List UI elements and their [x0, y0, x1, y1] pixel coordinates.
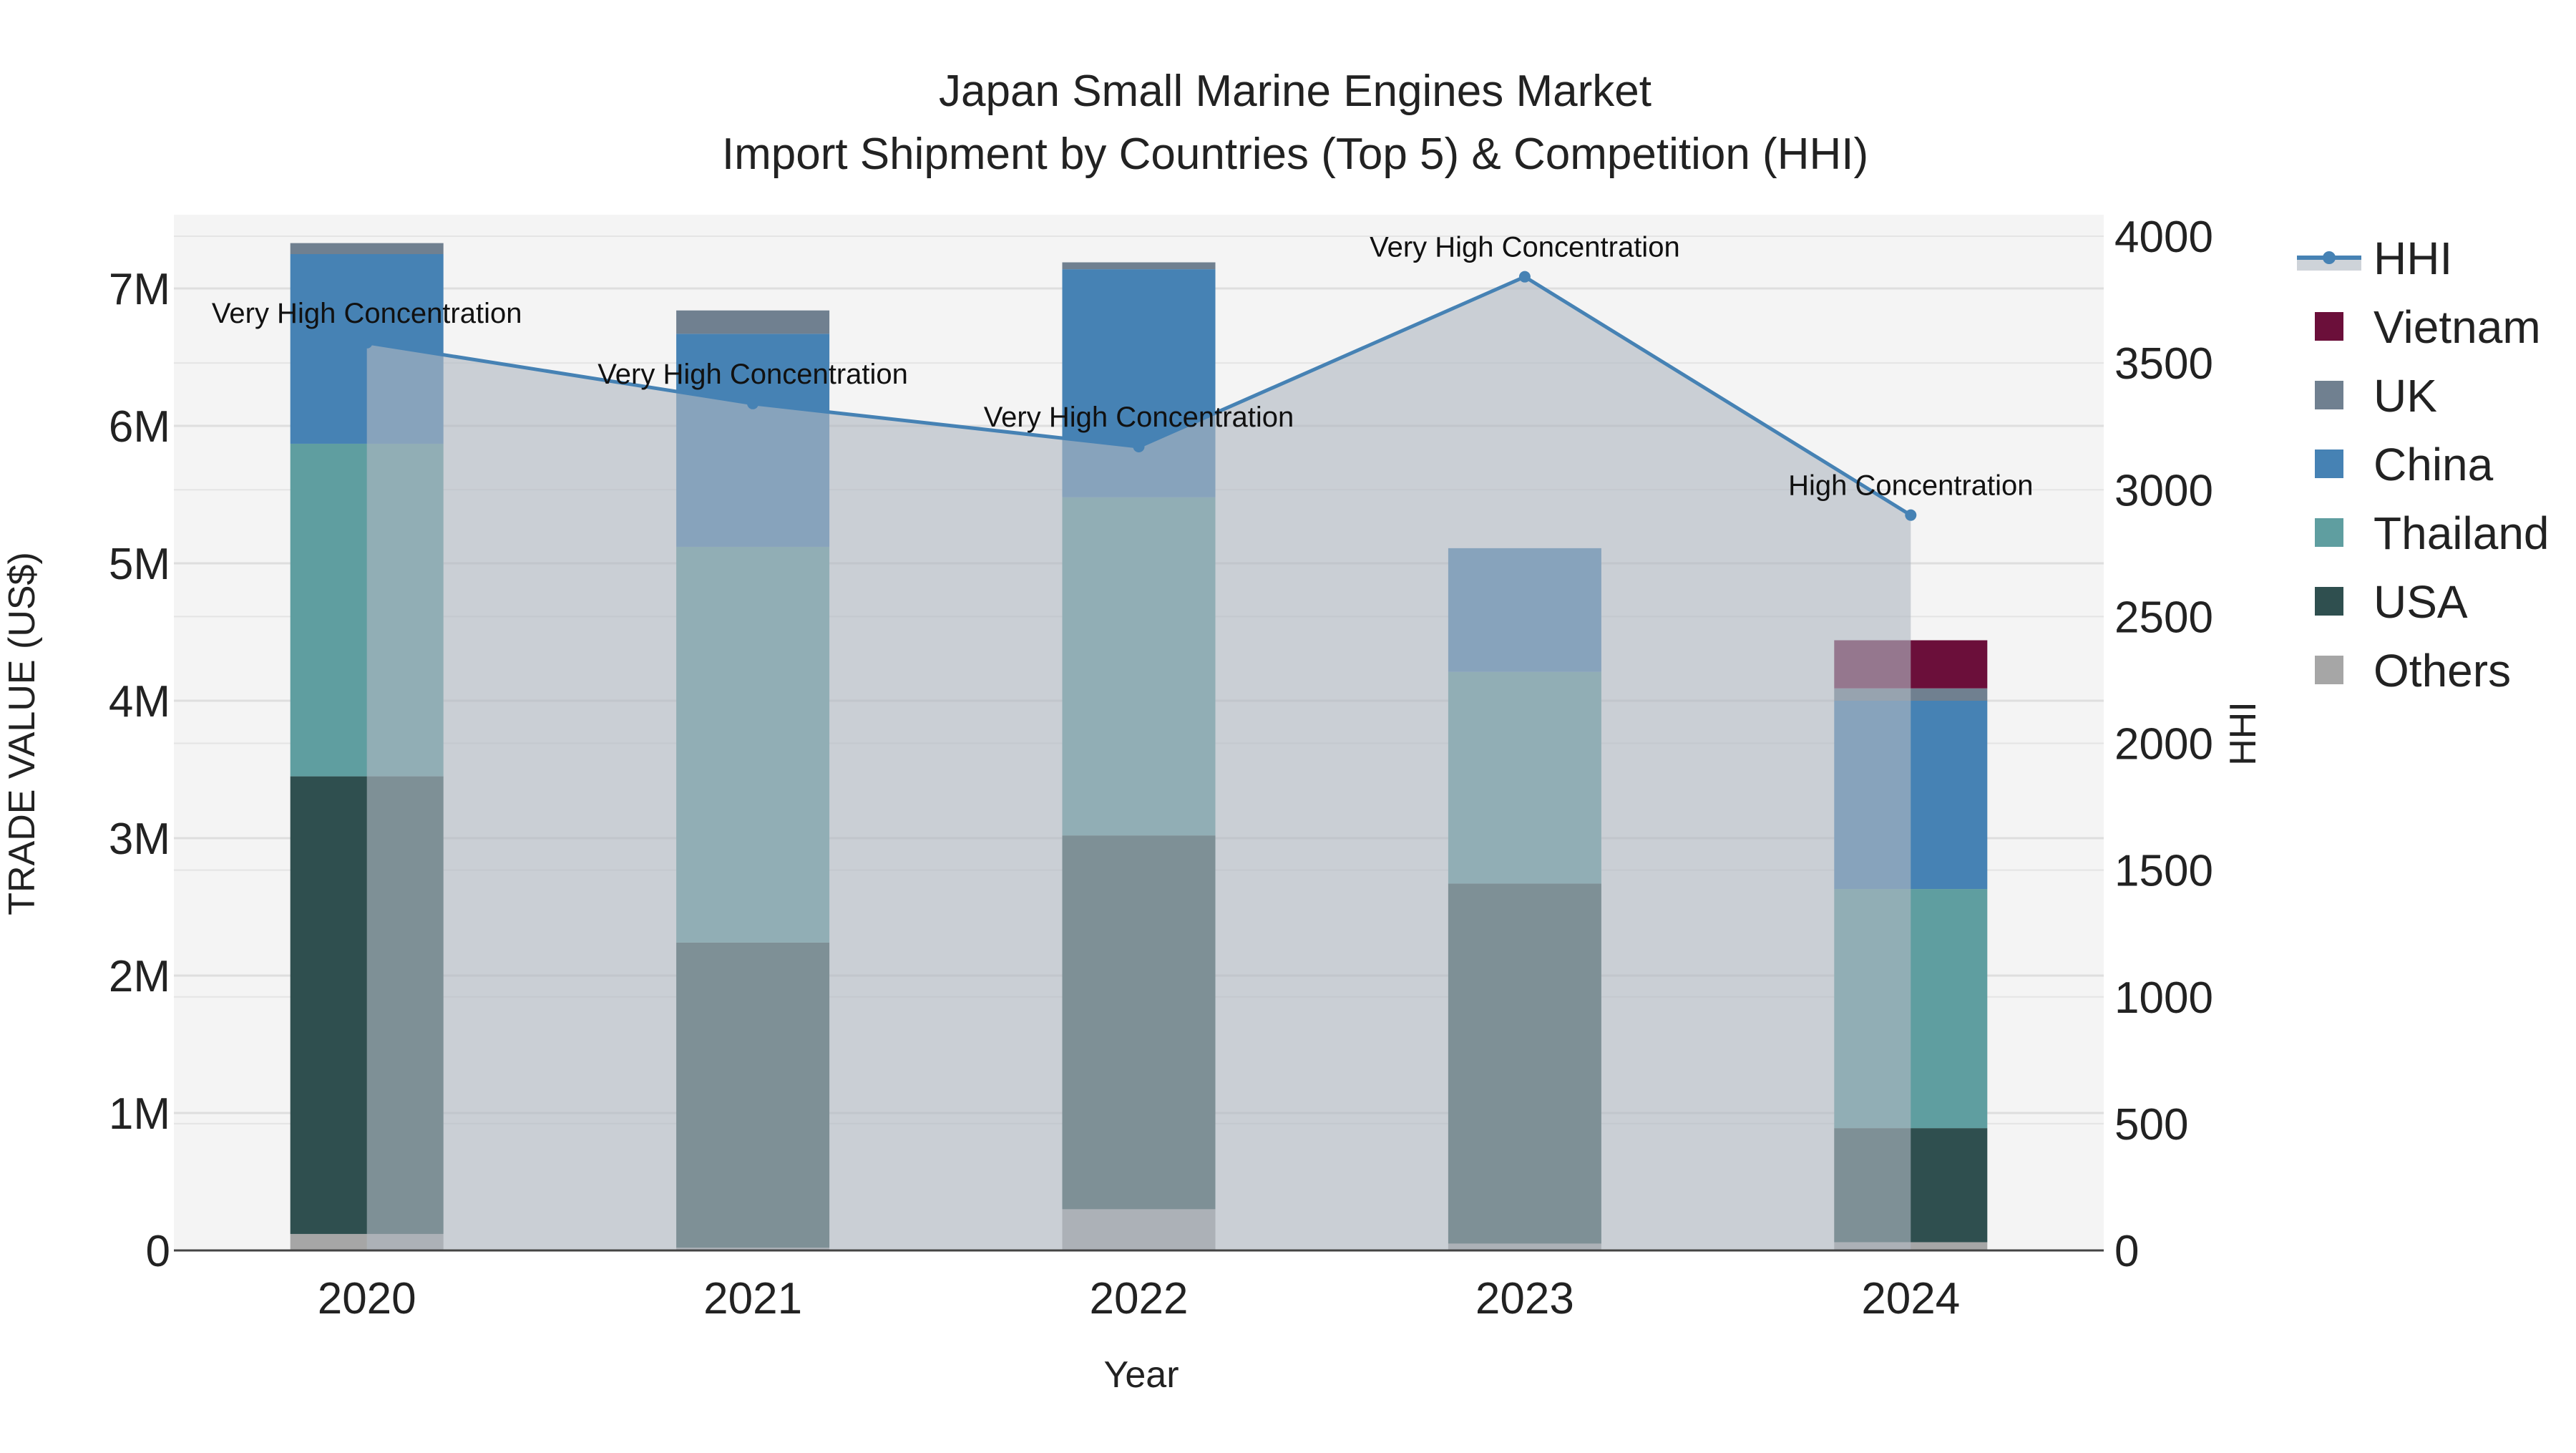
legend-item-thailand[interactable]: Thailand — [2315, 507, 2550, 559]
legend[interactable]: HHI Vietnam UK China Thailand USA Others — [2297, 233, 2550, 696]
legend-item-vietnam[interactable]: Vietnam — [2315, 301, 2541, 353]
y2-tick-label-8: 4000 — [2114, 213, 2213, 262]
legend-label-usa: USA — [2373, 576, 2468, 628]
legend-item-uk[interactable]: UK — [2315, 370, 2437, 422]
hhi-point-2024[interactable] — [1905, 509, 1917, 521]
y2-tick-label-7: 3500 — [2114, 339, 2213, 389]
legend-label-uk: UK — [2373, 370, 2437, 422]
y-tick-label-3: 3M — [109, 815, 170, 864]
y2-tick-label-0: 0 — [2114, 1227, 2139, 1276]
legend-label-thailand: Thailand — [2373, 507, 2550, 559]
x-axis-title: Year — [1103, 1354, 1179, 1396]
x-tick-label-2022: 2022 — [1090, 1274, 1189, 1323]
y-tick-label-2: 2M — [109, 952, 170, 1001]
hhi-point-2022[interactable] — [1133, 441, 1145, 453]
x-tick-label-2021: 2021 — [703, 1274, 802, 1323]
legend-label-hhi: HHI — [2373, 233, 2452, 284]
x-tick-label-2023: 2023 — [1475, 1274, 1574, 1323]
hhi-area — [366, 276, 1911, 1251]
y-tick-label-6: 6M — [109, 402, 170, 452]
y2-tick-label-4: 2000 — [2114, 720, 2213, 769]
legend-item-usa[interactable]: USA — [2315, 576, 2468, 628]
legend-swatch-others — [2315, 656, 2343, 684]
x-tick-label-2024: 2024 — [1861, 1274, 1960, 1323]
legend-label-vietnam: Vietnam — [2373, 301, 2541, 353]
legend-item-others[interactable]: Others — [2315, 645, 2511, 696]
axes-layer: 2020 2021 2022 2023 2024 0 1M 2M 3M 4M 5M 6M 7M 0 500 1… — [109, 213, 2213, 1323]
legend-swatch-hhi-marker — [2323, 251, 2336, 264]
x-tick-label-2020: 2020 — [318, 1274, 416, 1323]
legend-label-others: Others — [2373, 645, 2511, 696]
y2-tick-label-3: 1500 — [2114, 847, 2213, 896]
hhi-annotation-2020: Very High Concentration — [212, 298, 522, 329]
y-tick-label-7: 7M — [109, 265, 170, 314]
legend-swatch-usa — [2315, 587, 2343, 616]
bar-uk-2022[interactable] — [1062, 262, 1216, 270]
hhi-point-2021[interactable] — [747, 397, 759, 409]
y2-axis-title: HHI — [2223, 701, 2264, 766]
hhi-annotation-2021: Very High Concentration — [597, 359, 908, 390]
legend-swatch-uk — [2315, 381, 2343, 409]
bar-uk-2021[interactable] — [676, 310, 830, 334]
legend-item-hhi[interactable]: HHI — [2297, 233, 2452, 284]
legend-swatch-china — [2315, 449, 2343, 478]
hhi-point-2020[interactable] — [361, 336, 373, 349]
y-tick-label-0: 0 — [146, 1227, 170, 1276]
hhi-annotation-2023: Very High Concentration — [1370, 232, 1680, 263]
y-axis-title: TRADE VALUE (US$) — [1, 552, 43, 915]
hhi-annotation-2022: Very High Concentration — [984, 402, 1294, 433]
hhi-layer: Very High Concentration Very High Concent… — [212, 232, 2034, 1251]
y-tick-label-5: 5M — [109, 540, 170, 589]
legend-item-china[interactable]: China — [2315, 439, 2494, 490]
legend-swatch-vietnam — [2315, 312, 2343, 341]
y2-tick-label-5: 2500 — [2114, 593, 2213, 642]
chart-title-line2: Import Shipment by Countries (Top 5) & C… — [722, 130, 1868, 179]
y-tick-label-4: 4M — [109, 677, 170, 726]
legend-label-china: China — [2373, 439, 2494, 490]
chart-title-line1: Japan Small Marine Engines Market — [939, 67, 1652, 116]
y2-tick-label-6: 3000 — [2114, 466, 2213, 515]
y-tick-label-1: 1M — [109, 1089, 170, 1139]
legend-swatch-thailand — [2315, 518, 2343, 547]
hhi-annotation-2024: High Concentration — [1788, 470, 2033, 502]
y2-tick-label-2: 1000 — [2114, 973, 2213, 1023]
hhi-point-2023[interactable] — [1518, 271, 1531, 283]
bar-uk-2020[interactable] — [290, 243, 444, 254]
y2-tick-label-1: 500 — [2114, 1100, 2188, 1150]
